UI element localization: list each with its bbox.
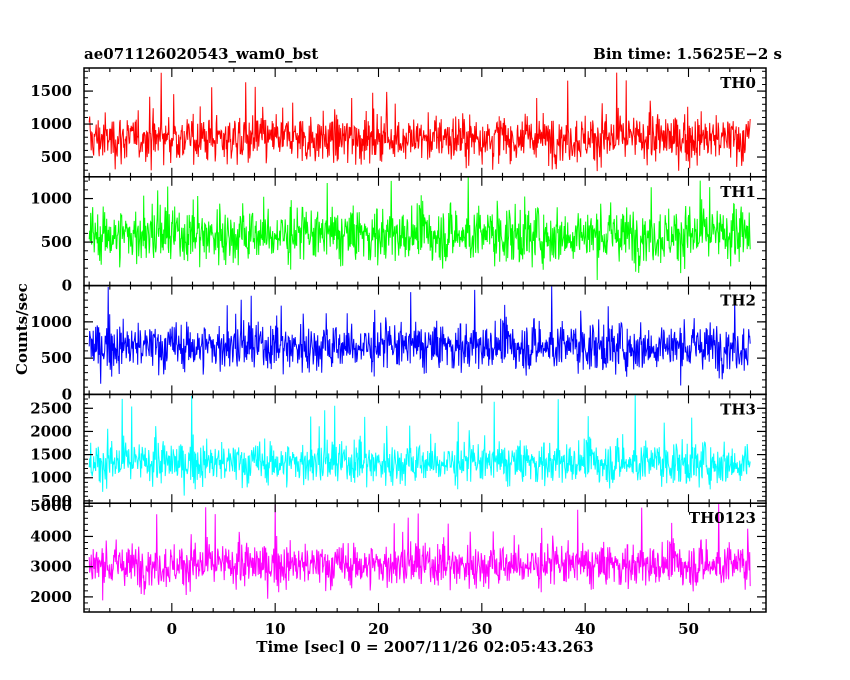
y-tick-label: 500 (41, 233, 72, 251)
y-tick-label: 0 (62, 385, 72, 403)
y-tick-label: 4000 (30, 527, 72, 545)
y-tick-label: 500 (41, 148, 72, 166)
y-tick-label: 1500 (30, 446, 72, 464)
series-th3 (88, 395, 751, 496)
y-tick-label: 1000 (30, 190, 72, 208)
series-th2 (88, 286, 751, 386)
y-tick-label: 1500 (30, 82, 72, 100)
series-label-th1: TH1 (720, 183, 756, 201)
x-tick-label: 30 (471, 620, 492, 638)
y-tick-label: 5000 (30, 497, 72, 515)
y-tick-label: 1000 (30, 115, 72, 133)
x-tick-label: 0 (167, 620, 177, 638)
y-tick-label: 500 (41, 492, 72, 510)
y-tick-label: 500 (41, 349, 72, 367)
bin-time-label: Bin time: 1.5625E−2 s (593, 45, 782, 63)
x-axis-label: Time [sec] 0 = 2007/11/26 02:05:43.263 (256, 638, 594, 656)
series-label-th0123: TH0123 (689, 509, 756, 527)
y-tick-label: 3000 (30, 558, 72, 576)
panel-frame-th0123 (83, 502, 767, 613)
y-axis-label: Counts/sec (13, 283, 31, 375)
y-tick-label: 0 (62, 277, 72, 295)
x-tick-label: 40 (575, 620, 596, 638)
y-tick-label: 1000 (30, 469, 72, 487)
panel-frame-th1 (83, 176, 767, 287)
plot-title: ae071126020543_wam0_bst (84, 45, 319, 63)
y-tick-label: 2000 (30, 588, 72, 606)
series-label-th2: TH2 (720, 292, 756, 310)
x-tick-label: 50 (678, 620, 699, 638)
series-label-th3: TH3 (720, 400, 756, 418)
series-th1 (88, 177, 751, 281)
series-th0123 (88, 503, 751, 601)
x-tick-label: 10 (265, 620, 286, 638)
x-tick-label: 20 (368, 620, 389, 638)
y-tick-label: 2500 (30, 399, 72, 417)
series-label-th0: TH0 (720, 74, 756, 92)
series-th0 (88, 72, 751, 172)
panel-frame-th0 (83, 67, 767, 178)
y-tick-label: 1000 (30, 313, 72, 331)
y-tick-label: 2000 (30, 422, 72, 440)
